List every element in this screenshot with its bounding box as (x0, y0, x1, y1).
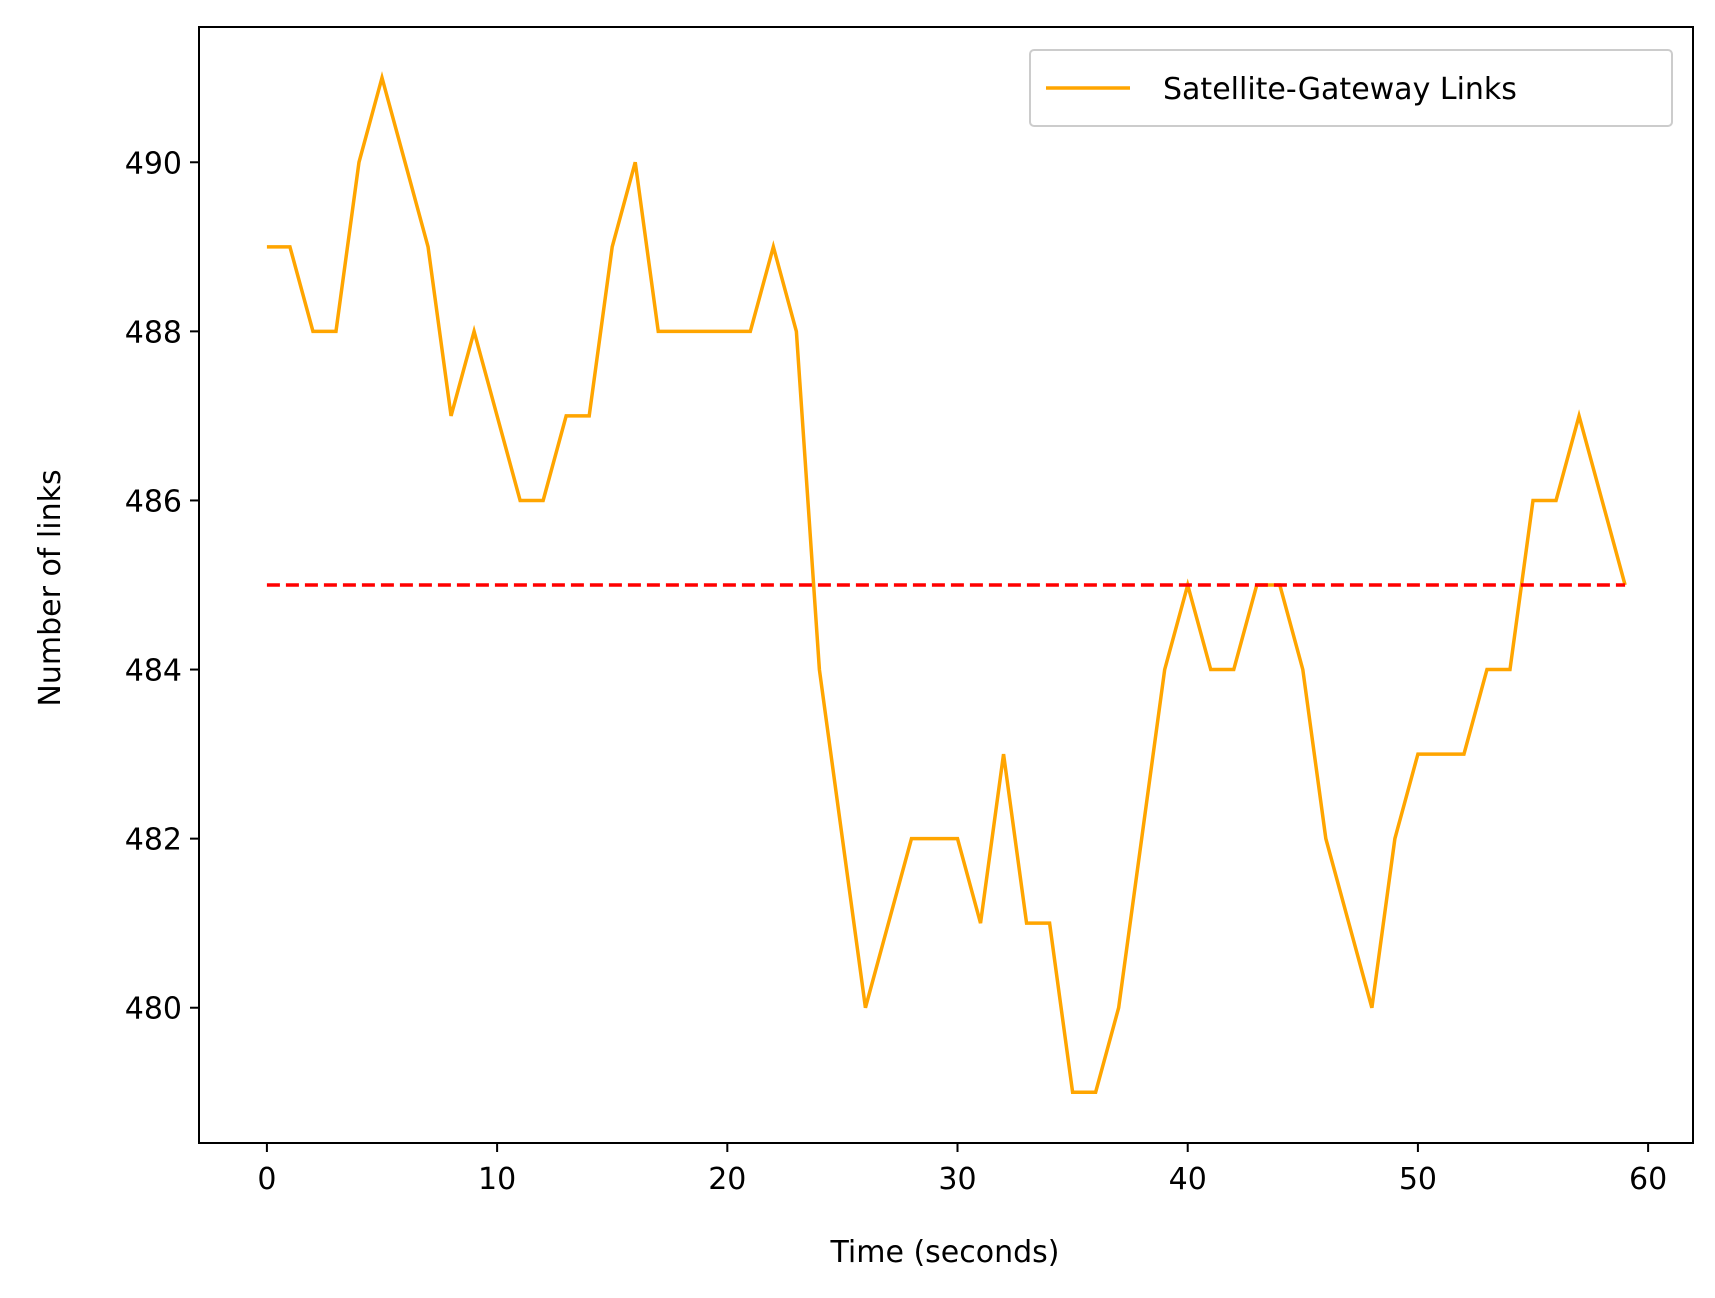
y-axis-label: Number of links (33, 469, 68, 706)
x-axis-label: Time (seconds) (830, 1235, 1060, 1270)
x-tick-label: 60 (1629, 1162, 1667, 1197)
axes: 0 10 20 30 40 50 60 480 482 484 486 488 490 (125, 26, 1694, 1197)
y-tick-label: 480 (125, 992, 182, 1027)
legend: Satellite-Gateway Links (1029, 49, 1673, 127)
y-tick-label: 486 (125, 484, 182, 519)
x-tick-label: 30 (938, 1162, 976, 1197)
legend-box (1029, 49, 1673, 127)
x-tick-label: 40 (1169, 1162, 1207, 1197)
x-tick-label: 10 (478, 1162, 516, 1197)
legend-label-satellite-gateway-links: Satellite-Gateway Links (1163, 72, 1517, 107)
series-line-satellite-gateway-links (266, 71, 1627, 1095)
y-tick-label: 482 (125, 823, 182, 858)
y-tick-label: 490 (125, 146, 182, 181)
x-tick-label: 20 (708, 1162, 746, 1197)
y-tick-label: 484 (125, 654, 182, 689)
x-tick-label: 0 (257, 1162, 276, 1197)
axes-frame (198, 26, 1694, 1144)
plot-area (266, 71, 1627, 1095)
y-tick-label: 488 (125, 315, 182, 350)
x-tick-label: 50 (1399, 1162, 1437, 1197)
